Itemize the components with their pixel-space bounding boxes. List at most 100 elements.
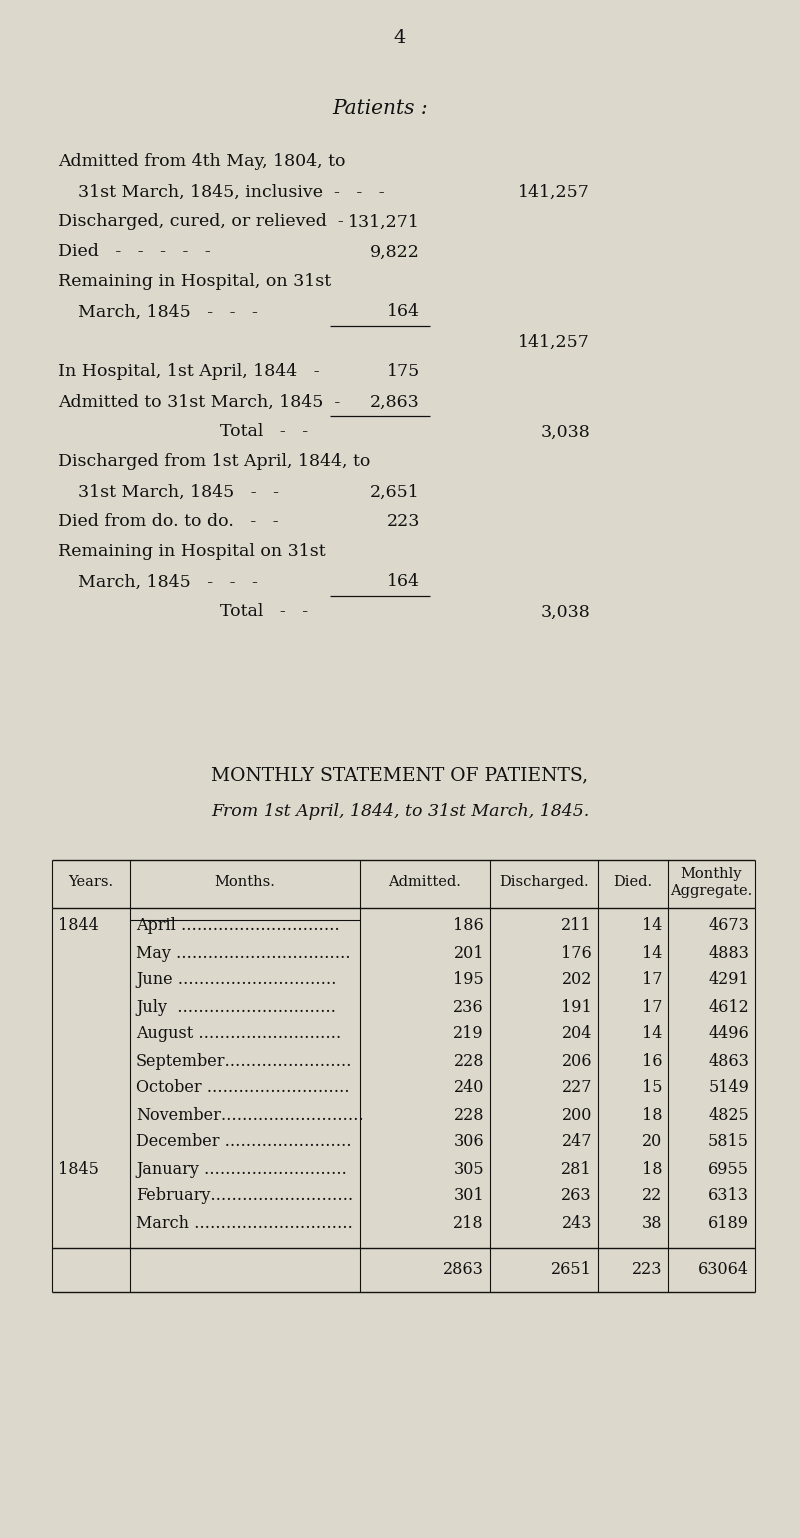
Text: 301: 301 xyxy=(454,1187,484,1204)
Text: 219: 219 xyxy=(454,1026,484,1043)
Text: Discharged.: Discharged. xyxy=(499,875,589,889)
Text: 4825: 4825 xyxy=(708,1106,749,1123)
Text: 131,271: 131,271 xyxy=(348,214,420,231)
Text: 228: 228 xyxy=(454,1106,484,1123)
Text: 14: 14 xyxy=(642,944,662,961)
Text: 2651: 2651 xyxy=(551,1261,592,1278)
Text: Remaining in Hospital, on 31st: Remaining in Hospital, on 31st xyxy=(58,274,331,291)
Text: 206: 206 xyxy=(562,1052,592,1069)
Text: From 1st April, 1844, to 31st March, 1845.: From 1st April, 1844, to 31st March, 184… xyxy=(211,803,589,820)
Text: 6189: 6189 xyxy=(708,1215,749,1232)
Text: 186: 186 xyxy=(454,918,484,935)
Text: Died.: Died. xyxy=(614,875,653,889)
Text: 31st March, 1845, inclusive  -   -   -: 31st March, 1845, inclusive - - - xyxy=(78,183,385,200)
Text: 5149: 5149 xyxy=(708,1080,749,1097)
Text: 20: 20 xyxy=(642,1134,662,1150)
Text: 191: 191 xyxy=(562,998,592,1015)
Text: Patients :: Patients : xyxy=(332,98,428,117)
Text: March …………………………: March ………………………… xyxy=(136,1215,353,1232)
Text: 3,038: 3,038 xyxy=(540,603,590,620)
Text: May ……………………………: May …………………………… xyxy=(136,944,350,961)
Text: 164: 164 xyxy=(387,574,420,591)
Text: 263: 263 xyxy=(562,1187,592,1204)
Text: 201: 201 xyxy=(454,944,484,961)
Text: 164: 164 xyxy=(387,303,420,320)
Text: 22: 22 xyxy=(642,1187,662,1204)
Text: 1845: 1845 xyxy=(58,1161,99,1178)
Text: 2,863: 2,863 xyxy=(370,394,420,411)
Text: 18: 18 xyxy=(642,1161,662,1178)
Text: 247: 247 xyxy=(562,1134,592,1150)
Text: October ………………………: October ……………………… xyxy=(136,1080,350,1097)
Text: 141,257: 141,257 xyxy=(518,334,590,351)
Text: 4: 4 xyxy=(394,29,406,48)
Text: 236: 236 xyxy=(454,998,484,1015)
Text: Years.: Years. xyxy=(69,875,114,889)
Text: Admitted to 31st March, 1845  -: Admitted to 31st March, 1845 - xyxy=(58,394,340,411)
Text: September……………………: September…………………… xyxy=(136,1052,353,1069)
Text: 18: 18 xyxy=(642,1106,662,1123)
Text: 9,822: 9,822 xyxy=(370,243,420,260)
Text: 38: 38 xyxy=(642,1215,662,1232)
Text: January ………………………: January ……………………… xyxy=(136,1161,347,1178)
Text: 141,257: 141,257 xyxy=(518,183,590,200)
Text: December ……………………: December …………………… xyxy=(136,1134,352,1150)
Text: 4673: 4673 xyxy=(708,918,749,935)
Text: 200: 200 xyxy=(562,1106,592,1123)
Text: 4291: 4291 xyxy=(708,972,749,989)
Text: 6955: 6955 xyxy=(708,1161,749,1178)
Text: 6313: 6313 xyxy=(708,1187,749,1204)
Text: Died   -   -   -   -   -: Died - - - - - xyxy=(58,243,210,260)
Text: 5815: 5815 xyxy=(708,1134,749,1150)
Text: March, 1845   -   -   -: March, 1845 - - - xyxy=(78,303,258,320)
Text: 204: 204 xyxy=(562,1026,592,1043)
Text: 14: 14 xyxy=(642,1026,662,1043)
Text: 63064: 63064 xyxy=(698,1261,749,1278)
Text: 175: 175 xyxy=(386,363,420,380)
Text: 223: 223 xyxy=(631,1261,662,1278)
Text: 202: 202 xyxy=(562,972,592,989)
Text: 305: 305 xyxy=(454,1161,484,1178)
Text: Died from do. to do.   -   -: Died from do. to do. - - xyxy=(58,514,278,531)
Text: April …………………………: April ………………………… xyxy=(136,918,340,935)
Text: 281: 281 xyxy=(562,1161,592,1178)
Text: March, 1845   -   -   -: March, 1845 - - - xyxy=(78,574,258,591)
Text: 17: 17 xyxy=(642,972,662,989)
Text: November………………………: November……………………… xyxy=(136,1106,364,1123)
Text: 15: 15 xyxy=(642,1080,662,1097)
Text: Admitted from 4th May, 1804, to: Admitted from 4th May, 1804, to xyxy=(58,154,346,171)
Text: 240: 240 xyxy=(454,1080,484,1097)
Text: 223: 223 xyxy=(386,514,420,531)
Text: 195: 195 xyxy=(454,972,484,989)
Text: Total   -   -: Total - - xyxy=(220,423,308,440)
Text: Remaining in Hospital on 31st: Remaining in Hospital on 31st xyxy=(58,543,326,560)
Text: Monthly: Monthly xyxy=(680,867,742,881)
Text: August ………………………: August ……………………… xyxy=(136,1026,342,1043)
Text: Discharged from 1st April, 1844, to: Discharged from 1st April, 1844, to xyxy=(58,454,370,471)
Text: Months.: Months. xyxy=(214,875,275,889)
Text: July  …………………………: July ………………………… xyxy=(136,998,336,1015)
Text: 2863: 2863 xyxy=(443,1261,484,1278)
Text: 2,651: 2,651 xyxy=(370,483,420,500)
Text: Admitted.: Admitted. xyxy=(389,875,462,889)
Text: 4883: 4883 xyxy=(708,944,749,961)
Text: 211: 211 xyxy=(562,918,592,935)
Text: Discharged, cured, or relieved  -: Discharged, cured, or relieved - xyxy=(58,214,344,231)
Text: 3,038: 3,038 xyxy=(540,423,590,440)
Text: June …………………………: June ………………………… xyxy=(136,972,337,989)
Text: 4612: 4612 xyxy=(708,998,749,1015)
Text: 227: 227 xyxy=(562,1080,592,1097)
Text: 228: 228 xyxy=(454,1052,484,1069)
Text: February………………………: February……………………… xyxy=(136,1187,354,1204)
Text: 243: 243 xyxy=(562,1215,592,1232)
Text: Aggregate.: Aggregate. xyxy=(670,884,752,898)
Text: In Hospital, 1st April, 1844   -: In Hospital, 1st April, 1844 - xyxy=(58,363,320,380)
Text: 4496: 4496 xyxy=(708,1026,749,1043)
Text: Total   -   -: Total - - xyxy=(220,603,308,620)
Text: 4863: 4863 xyxy=(708,1052,749,1069)
Text: 31st March, 1845   -   -: 31st March, 1845 - - xyxy=(78,483,279,500)
Text: 218: 218 xyxy=(454,1215,484,1232)
Text: 17: 17 xyxy=(642,998,662,1015)
Text: 16: 16 xyxy=(642,1052,662,1069)
Text: MONTHLY STATEMENT OF PATIENTS,: MONTHLY STATEMENT OF PATIENTS, xyxy=(211,766,589,784)
